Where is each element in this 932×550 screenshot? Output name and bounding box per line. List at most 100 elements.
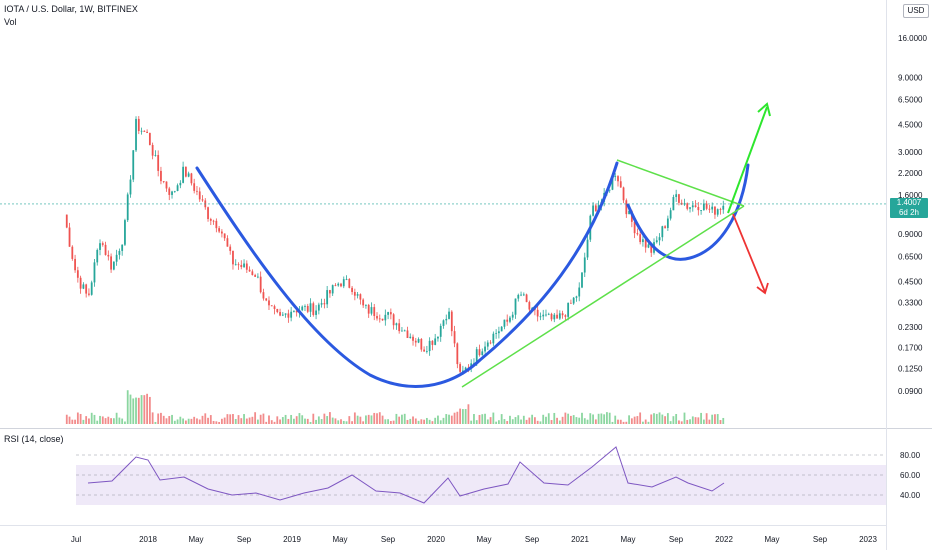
cup-curve[interactable] xyxy=(195,161,619,388)
time-tick-label: 2020 xyxy=(427,535,445,544)
candle-body xyxy=(353,291,356,296)
candle-body xyxy=(359,294,362,300)
time-tick-label: 2023 xyxy=(859,535,877,544)
candle-body xyxy=(586,239,589,258)
candle-body xyxy=(248,269,251,272)
candle-body xyxy=(331,285,334,294)
price-tick-label: 16.0000 xyxy=(898,34,927,43)
drawings xyxy=(195,102,771,388)
candle-body xyxy=(295,310,298,313)
candle-body xyxy=(151,144,154,156)
time-tick-label: May xyxy=(620,535,635,544)
candle-body xyxy=(135,118,137,151)
price-axis[interactable]: 0.0900 0.1250 0.1700 0.2300 0.3300 0.4500 0.65… xyxy=(898,34,927,500)
candle-body xyxy=(448,311,450,319)
volume-bar xyxy=(495,421,498,424)
handle-curve[interactable] xyxy=(626,163,750,261)
candle-body xyxy=(556,314,558,319)
candle-body xyxy=(237,264,240,266)
candle-body xyxy=(190,173,193,184)
candle-body xyxy=(223,233,226,239)
volume-bar xyxy=(171,414,173,424)
volume-bar xyxy=(112,418,115,424)
candle-body xyxy=(270,305,273,307)
candle-body xyxy=(284,313,287,315)
volume-bar xyxy=(353,412,356,424)
candle-body xyxy=(287,313,290,318)
volume-bar xyxy=(240,418,243,424)
candle-body xyxy=(608,189,611,191)
support-line[interactable] xyxy=(461,205,745,388)
breakout-arrow-up[interactable] xyxy=(727,106,768,214)
time-tick-label: Sep xyxy=(525,535,540,544)
volume-bar xyxy=(456,411,459,424)
volume-bar xyxy=(425,417,428,424)
candle-body xyxy=(647,244,650,248)
volume-bar xyxy=(423,419,425,424)
time-axis[interactable]: Jul 2018 May Sep 2019 May Sep 2020 May Sep 2021 May… xyxy=(71,535,878,544)
volume-bar xyxy=(270,420,273,424)
volume-bar xyxy=(245,418,248,424)
volume-bar xyxy=(467,404,470,424)
volume-bar xyxy=(124,421,126,424)
volume-bar xyxy=(298,413,301,424)
candle-body xyxy=(251,271,254,276)
candle-body xyxy=(365,304,367,306)
volume-bar xyxy=(88,418,90,424)
volume-bar xyxy=(126,390,129,424)
volume-bar xyxy=(553,412,556,424)
volume-bar xyxy=(478,414,481,424)
candle-body xyxy=(445,318,448,321)
candle-body xyxy=(337,283,340,286)
volume-bar xyxy=(417,420,420,424)
candle-body xyxy=(500,326,503,332)
candle-body xyxy=(655,240,658,243)
candle-body xyxy=(259,276,262,293)
price-tag-countdown: 6d 2h xyxy=(898,208,920,217)
candle-body xyxy=(229,246,232,251)
volume-bar xyxy=(118,417,121,424)
candle-body xyxy=(570,302,572,304)
price-tick-label: 0.1700 xyxy=(898,344,923,353)
volume-bar xyxy=(434,417,437,424)
candle-body xyxy=(395,323,398,326)
volume-bar xyxy=(442,417,445,424)
candle-body xyxy=(583,257,586,273)
volume-bar xyxy=(226,414,229,424)
candle-body xyxy=(279,312,281,316)
candle-body xyxy=(179,182,182,186)
volume-bar xyxy=(140,395,143,424)
candle-body xyxy=(697,206,700,211)
currency-button[interactable]: USD xyxy=(903,4,929,18)
volume-bar xyxy=(351,421,353,424)
volume-bars xyxy=(65,390,725,424)
candle-body xyxy=(356,294,359,296)
volume-bar xyxy=(168,416,171,424)
price-tick-label: 4.5000 xyxy=(898,120,923,129)
time-tick-label: May xyxy=(332,535,347,544)
time-tick-label: Sep xyxy=(669,535,684,544)
candle-body xyxy=(689,207,691,209)
rsi-line xyxy=(87,446,725,504)
volume-bar xyxy=(611,421,614,424)
volume-bar xyxy=(453,412,456,424)
candle-body xyxy=(101,243,104,245)
resistance-line[interactable] xyxy=(616,159,745,207)
candle-body xyxy=(514,298,517,315)
volume-bar xyxy=(381,415,384,424)
candle-body xyxy=(160,170,162,182)
volume-bar xyxy=(630,418,633,424)
volume-bar xyxy=(115,412,118,424)
candle-body xyxy=(124,220,126,245)
volume-bar xyxy=(570,415,572,424)
candle-body xyxy=(686,203,689,209)
candle-body xyxy=(666,218,669,228)
breakdown-arrow-down[interactable] xyxy=(732,213,766,293)
candle-body xyxy=(461,370,464,372)
candle-body xyxy=(126,194,129,221)
candle-body xyxy=(148,133,151,145)
volume-bar xyxy=(464,409,467,424)
candle-body xyxy=(342,279,345,287)
candle-body xyxy=(622,187,625,201)
